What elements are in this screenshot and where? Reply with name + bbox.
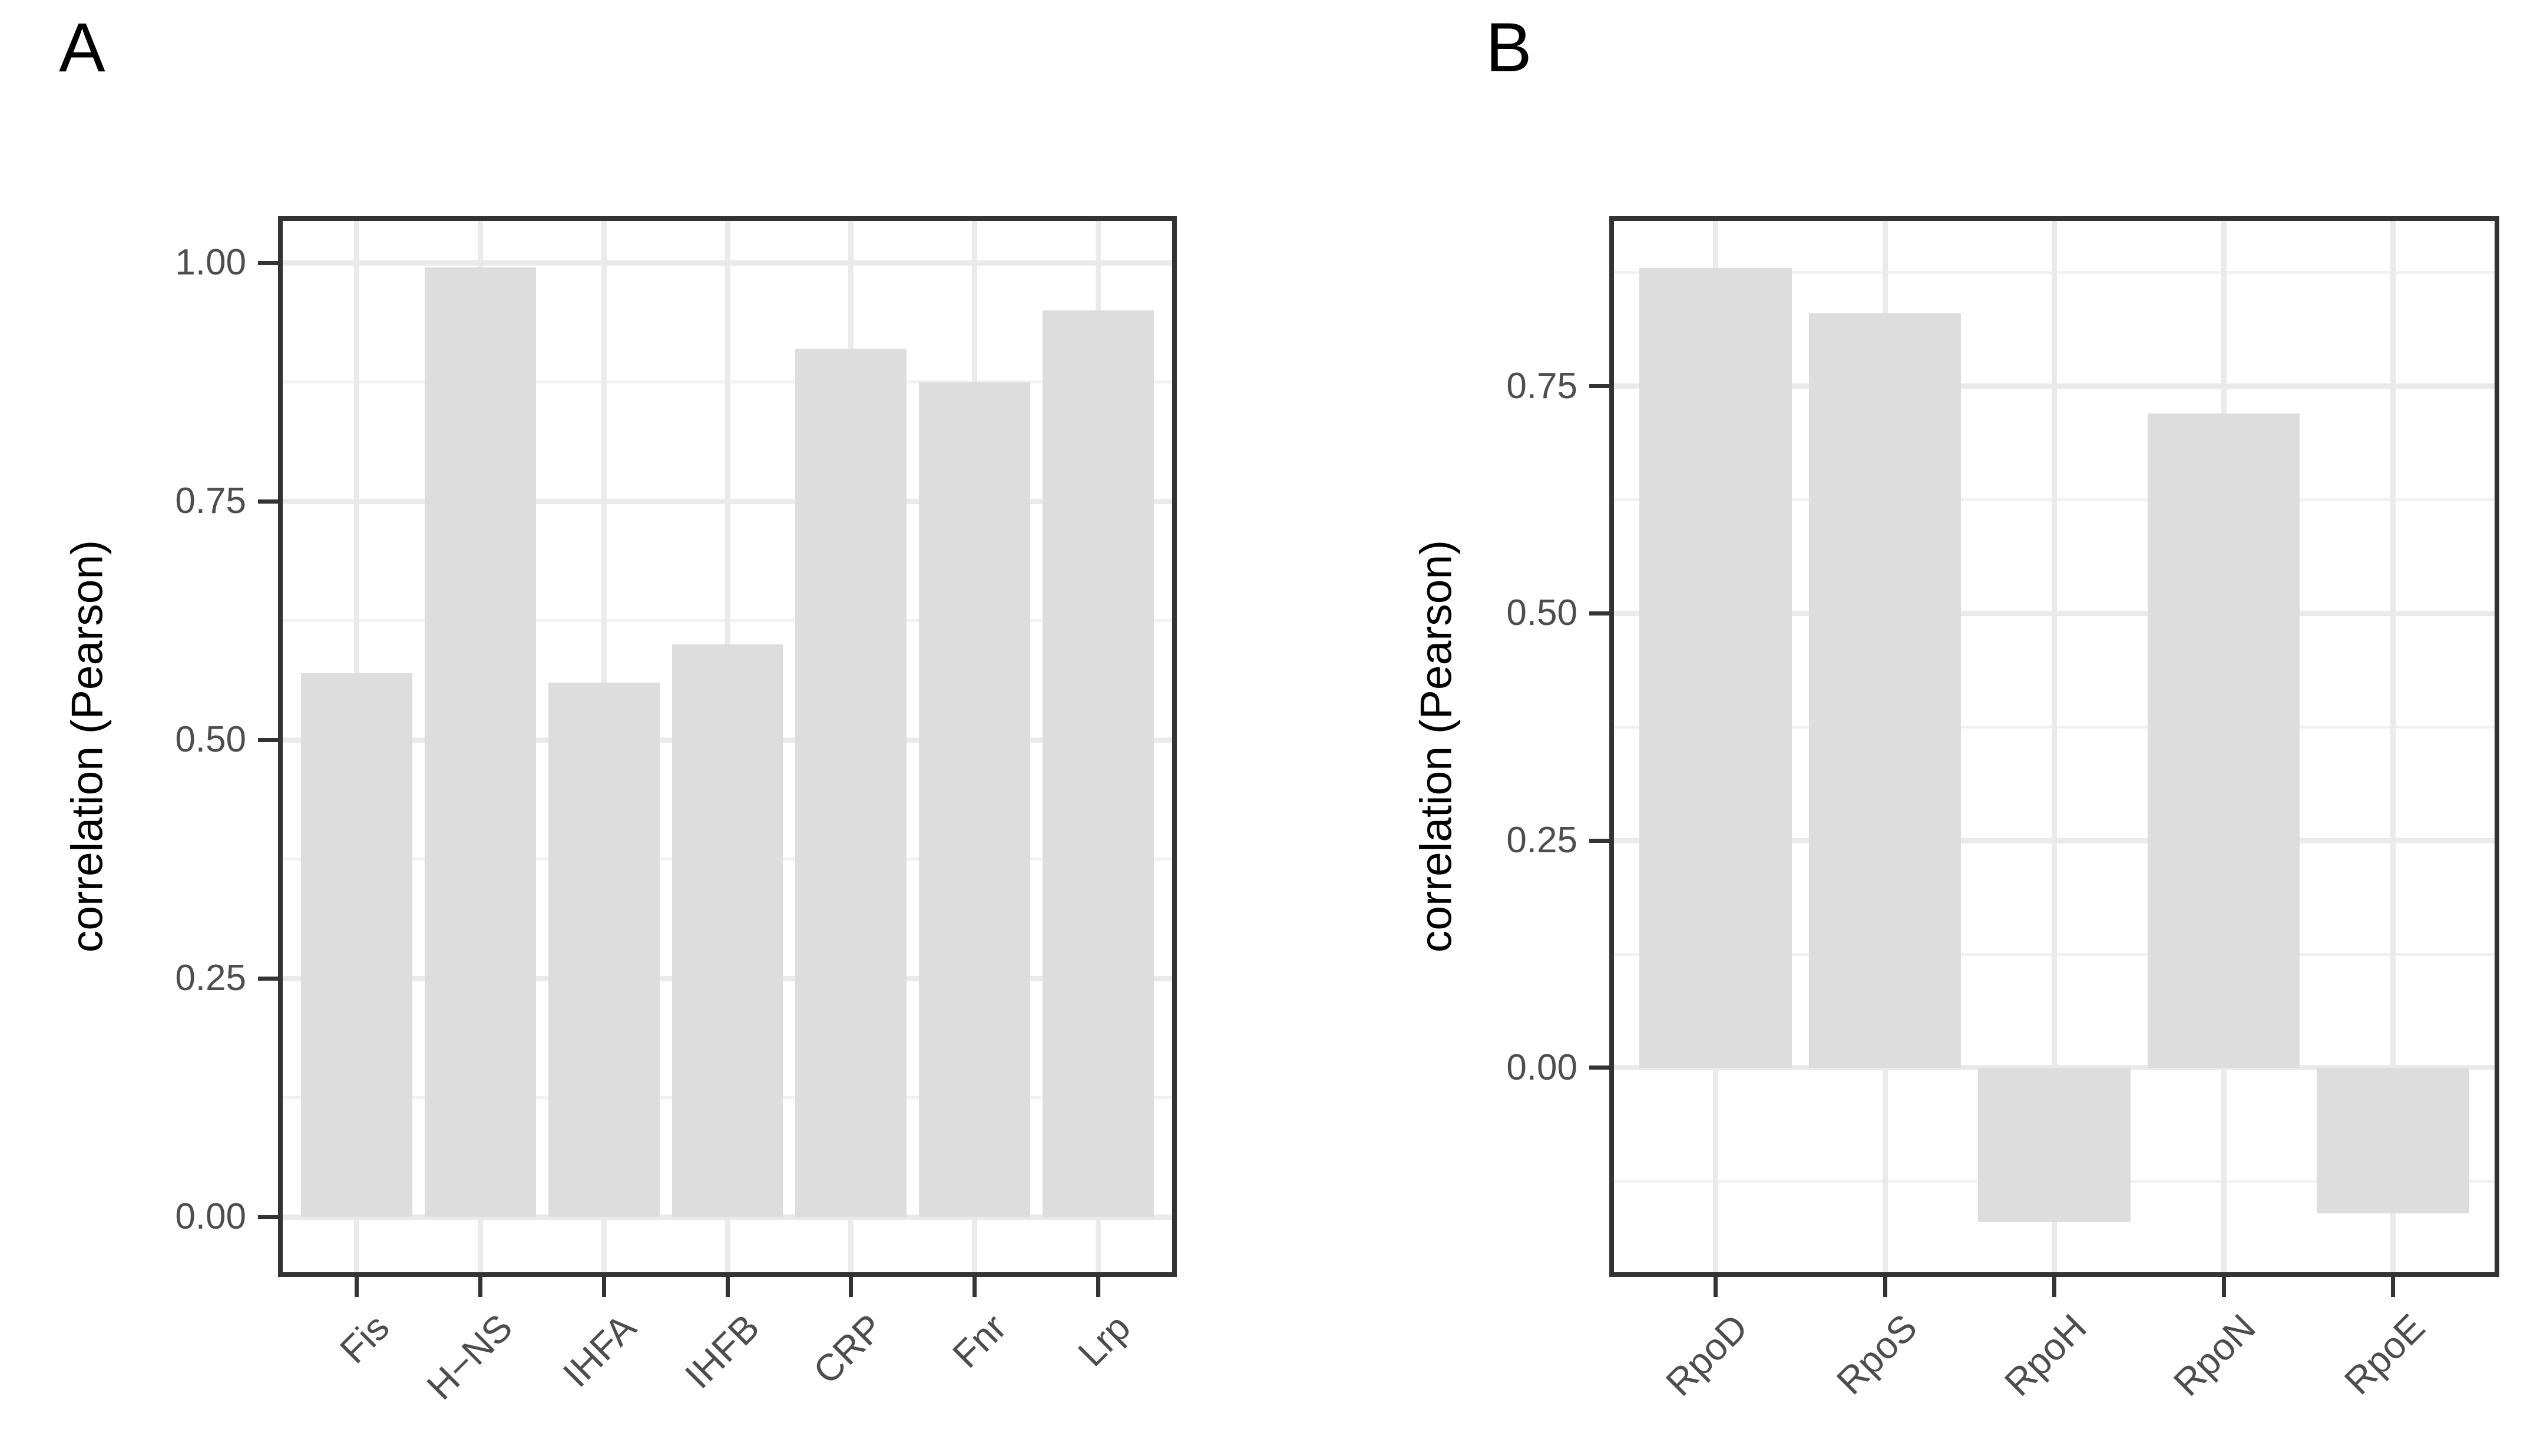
panel-b-x-tick-label-RpoN: RpoN (2165, 1306, 2264, 1404)
bar-RpoD (1639, 268, 1792, 1068)
panel-a-x-tick-label-Fis: Fis (331, 1306, 397, 1372)
panel-a-y-axis-title: correlation (Pearson) (62, 540, 112, 953)
panel-a-plot-area (283, 221, 1172, 1272)
panel-b-x-tick-mark (2391, 1277, 2395, 1297)
panel-b-y-tick-label: 0.50 (1506, 593, 1577, 634)
bar-Lrp (1042, 310, 1154, 1217)
panel-a-x-tick-mark (601, 1277, 606, 1297)
panel-a-x-tick-mark (725, 1277, 730, 1297)
panel-b-plot-area (1614, 221, 2495, 1272)
panel-b-y-tick-label: 0.25 (1506, 820, 1577, 861)
panel-a-x-tick-mark (1096, 1277, 1100, 1297)
panel-b-x-tick-label-RpoS: RpoS (1828, 1306, 1926, 1403)
panel-a-y-tick-mark (258, 499, 278, 504)
panel-a-y-tick-mark (258, 737, 278, 742)
bar-RpoH (1978, 1067, 2131, 1223)
panel-b-x-tick-mark (2052, 1277, 2056, 1297)
panel-a-y-tick-mark (258, 260, 278, 265)
panel-b-x-tick-mark (2221, 1277, 2226, 1297)
panel-a-letter: A (59, 9, 105, 87)
panel-a-x-tick-label-Fnr: Fnr (944, 1306, 1015, 1376)
panel-a-y-tick-label: 0.25 (175, 958, 246, 999)
panel-a-y-tick-label: 0.75 (175, 481, 246, 522)
panel-a-x-tick-label-H−NS: H−NS (418, 1306, 521, 1408)
panel-a-y-tick-label: 0.00 (175, 1196, 246, 1237)
bar-H−NS (425, 267, 536, 1217)
panel-a-y-tick-label: 0.50 (175, 719, 246, 760)
bar-CRP (795, 349, 907, 1217)
panel-b-y-tick-label: 0.75 (1506, 365, 1577, 406)
panel-a-x-tick-mark (355, 1277, 359, 1297)
panel-a-x-tick-label-IHFB: IHFB (677, 1306, 768, 1397)
panel-b-y-tick-label: 0.00 (1506, 1047, 1577, 1088)
panel-b-x-tick-label-RpoE: RpoE (2336, 1306, 2433, 1403)
panel-a-y-tick-mark (258, 976, 278, 981)
panel-b-x-tick-label-RpoH: RpoH (1996, 1306, 2095, 1404)
gridline-major-x (2052, 221, 2057, 1272)
panel-a-x-tick-mark (478, 1277, 483, 1297)
bar-RpoE (2317, 1067, 2469, 1213)
panel-b-y-tick-mark (1589, 384, 1609, 389)
bar-Fis (301, 673, 413, 1217)
bar-RpoS (1808, 313, 1962, 1068)
panel-b-x-tick-mark (1714, 1277, 1718, 1297)
panel-b-x-tick-label-RpoD: RpoD (1657, 1306, 1756, 1404)
bar-RpoN (2147, 413, 2300, 1068)
bar-IHFA (548, 682, 660, 1217)
panel-b-y-tick-mark (1589, 1065, 1609, 1070)
panel-b-x-tick-mark (1883, 1277, 1887, 1297)
panel-b-y-axis-title: correlation (Pearson) (1411, 540, 1461, 953)
panel-a-x-tick-label-IHFA: IHFA (554, 1306, 644, 1395)
bar-IHFB (672, 644, 783, 1217)
panel-a-x-tick-mark (972, 1277, 977, 1297)
panel-b-y-tick-mark (1589, 838, 1609, 843)
panel-b-letter: B (1486, 9, 1532, 87)
panel-b-y-tick-mark (1589, 611, 1609, 616)
panel-a-x-tick-label-Lrp: Lrp (1069, 1306, 1139, 1375)
panel-a-x-tick-label-CRP: CRP (805, 1306, 891, 1392)
panel-a-x-tick-mark (849, 1277, 854, 1297)
bar-Fnr (919, 382, 1030, 1217)
gridline-major-x (2390, 221, 2396, 1272)
panel-a-y-tick-label: 1.00 (175, 242, 246, 283)
panel-a-y-tick-mark (258, 1215, 278, 1219)
